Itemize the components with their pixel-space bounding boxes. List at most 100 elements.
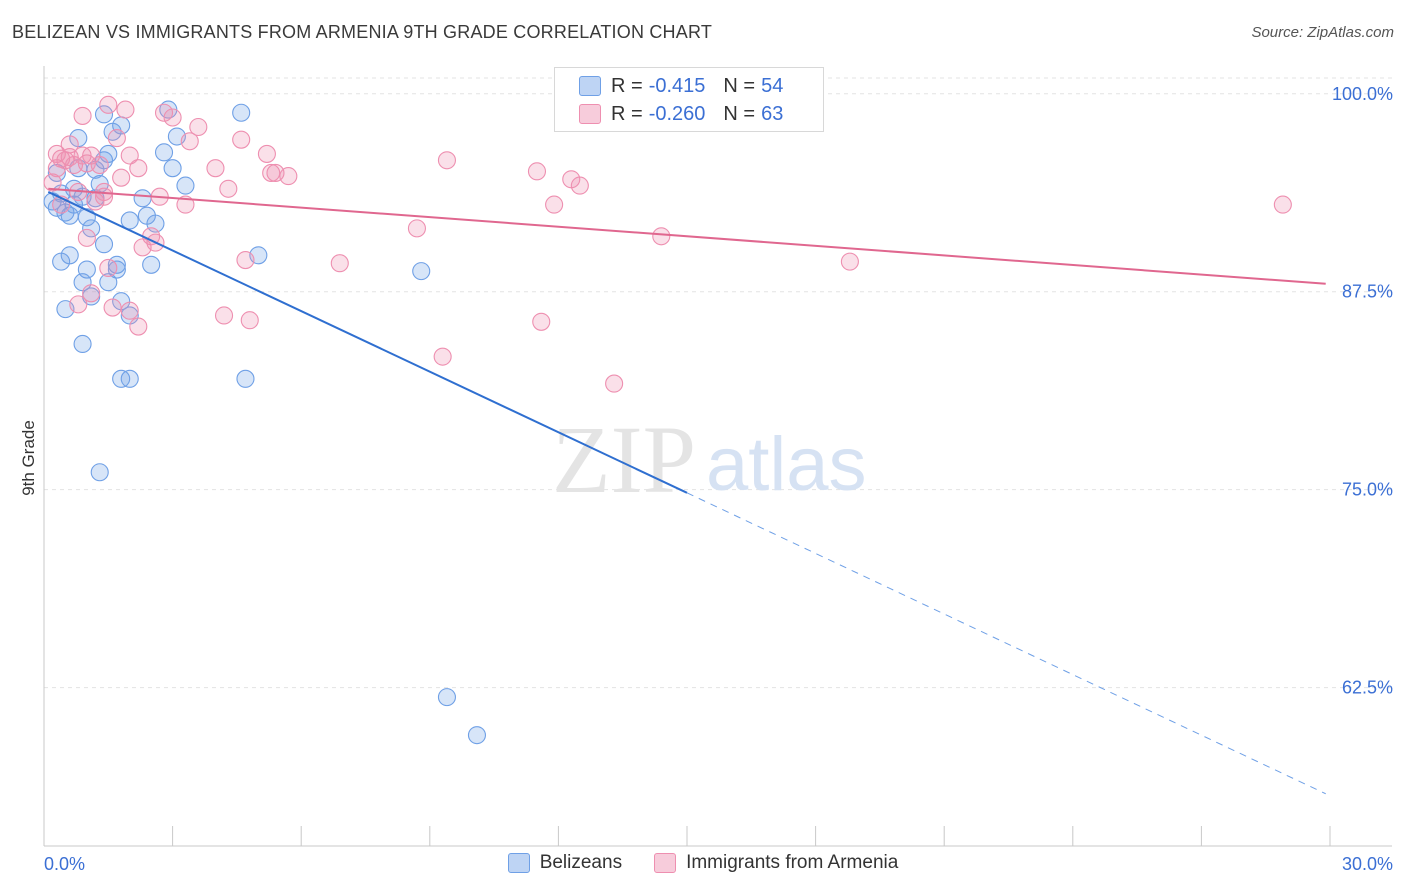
point-armenia [437, 151, 456, 170]
point-armenia [154, 103, 174, 122]
point-armenia [69, 295, 88, 314]
trend-belizeans-extension [686, 492, 1326, 795]
point-armenia [73, 146, 92, 165]
point-armenia [545, 195, 564, 214]
legend-r-label: R = [611, 102, 643, 125]
point-armenia [60, 135, 79, 154]
legend-n-label: N = [723, 74, 756, 97]
point-armenia [43, 173, 62, 192]
point-armenia [163, 108, 182, 127]
point-armenia [90, 155, 109, 175]
point-armenia [116, 100, 135, 119]
point-belizeans [142, 255, 161, 274]
legend-n-label: N = [723, 102, 756, 125]
point-belizeans [52, 252, 71, 271]
bottom-legend-swatch-armenia [654, 853, 677, 873]
point-armenia [532, 312, 551, 331]
point-armenia [77, 228, 96, 247]
point-belizeans [137, 206, 156, 225]
y-axis-title: 9th Grade [19, 420, 38, 496]
point-armenia [189, 117, 208, 137]
bottom-legend-belizeans: Belizeans [507, 852, 623, 874]
trend-belizeans [47, 191, 688, 494]
bottom-legend: Belizeans Immigrants from Armenia [0, 852, 1406, 874]
point-armenia [180, 132, 199, 151]
watermark-atlas: atlas [706, 422, 867, 507]
point-armenia [527, 162, 547, 181]
point-armenia [330, 254, 349, 273]
point-belizeans [120, 211, 139, 230]
point-belizeans [176, 176, 195, 195]
legend-swatch-belizeans [579, 76, 601, 96]
point-belizeans [467, 726, 487, 745]
point-armenia [103, 298, 122, 317]
point-armenia [605, 374, 624, 393]
bottom-legend-label: Belizeans [539, 852, 623, 873]
watermark-zip: ZIP [552, 406, 696, 513]
legend-r-value: -0.415 [648, 74, 706, 97]
watermark: ZIP atlas [552, 406, 867, 513]
point-armenia [129, 317, 148, 336]
y-tick-label: 100.0% [1332, 84, 1393, 104]
chart-source: Source: ZipAtlas.com [1251, 24, 1394, 41]
point-armenia [47, 144, 66, 163]
point-armenia [120, 301, 139, 320]
legend-row-armenia: R = -0.260 N = 63 [579, 101, 783, 127]
trend-lines [47, 187, 1326, 795]
y-tick-label: 87.5% [1342, 282, 1393, 302]
point-armenia [120, 146, 139, 165]
point-armenia [433, 347, 452, 366]
point-armenia [1273, 195, 1292, 214]
x-tick-label: 30.0% [1342, 854, 1393, 874]
legend-row-belizeans: R = -0.415 N = 54 [579, 73, 783, 99]
point-armenia [99, 95, 118, 114]
point-armenia [257, 144, 276, 163]
point-belizeans [47, 163, 66, 182]
y-tick-label: 75.0% [1342, 480, 1393, 500]
bottom-legend-armenia: Immigrants from Armenia [654, 852, 898, 874]
point-belizeans [154, 143, 174, 162]
legend-r-value: -0.260 [648, 102, 706, 125]
point-armenia [652, 227, 671, 246]
point-armenia [262, 163, 281, 182]
point-belizeans [437, 688, 456, 707]
point-belizeans [99, 273, 118, 292]
point-armenia [107, 129, 126, 148]
point-belizeans [120, 369, 139, 388]
bottom-legend-label: Immigrants from Armenia [686, 852, 899, 873]
point-belizeans [232, 103, 251, 122]
point-armenia [570, 176, 589, 195]
point-armenia [240, 311, 259, 330]
point-armenia [82, 284, 101, 303]
data-points [43, 95, 1292, 745]
point-belizeans [412, 262, 431, 281]
point-armenia [73, 106, 92, 125]
point-armenia [129, 159, 148, 178]
point-armenia [112, 168, 131, 187]
legend: R = -0.415 N = 54 R = -0.260 N = 63 [554, 67, 824, 132]
point-armenia [176, 195, 195, 214]
point-armenia [232, 130, 251, 149]
legend-n-value: 63 [761, 102, 784, 125]
legend-n-value: 54 [761, 74, 784, 97]
chart-title: BELIZEAN VS IMMIGRANTS FROM ARMENIA 9TH … [12, 22, 713, 42]
point-belizeans [163, 159, 182, 178]
point-armenia [407, 219, 426, 238]
point-belizeans [94, 105, 114, 124]
point-armenia [840, 252, 859, 271]
legend-r-label: R = [611, 74, 643, 97]
axis-labels: 100.0% 87.5% 75.0% 62.5% 0.0% 30.0% 9th Grade [19, 84, 1393, 874]
point-belizeans [94, 235, 114, 254]
trend-armenia [48, 187, 1326, 285]
point-belizeans [82, 219, 101, 238]
axes [43, 66, 1392, 847]
x-tick-label: 0.0% [44, 854, 85, 874]
point-armenia [206, 159, 225, 178]
point-belizeans [236, 369, 255, 388]
y-tick-label: 62.5% [1342, 678, 1393, 698]
point-armenia [214, 306, 234, 325]
legend-swatch-armenia [579, 104, 601, 124]
point-belizeans [90, 463, 109, 482]
point-armenia [219, 179, 238, 198]
